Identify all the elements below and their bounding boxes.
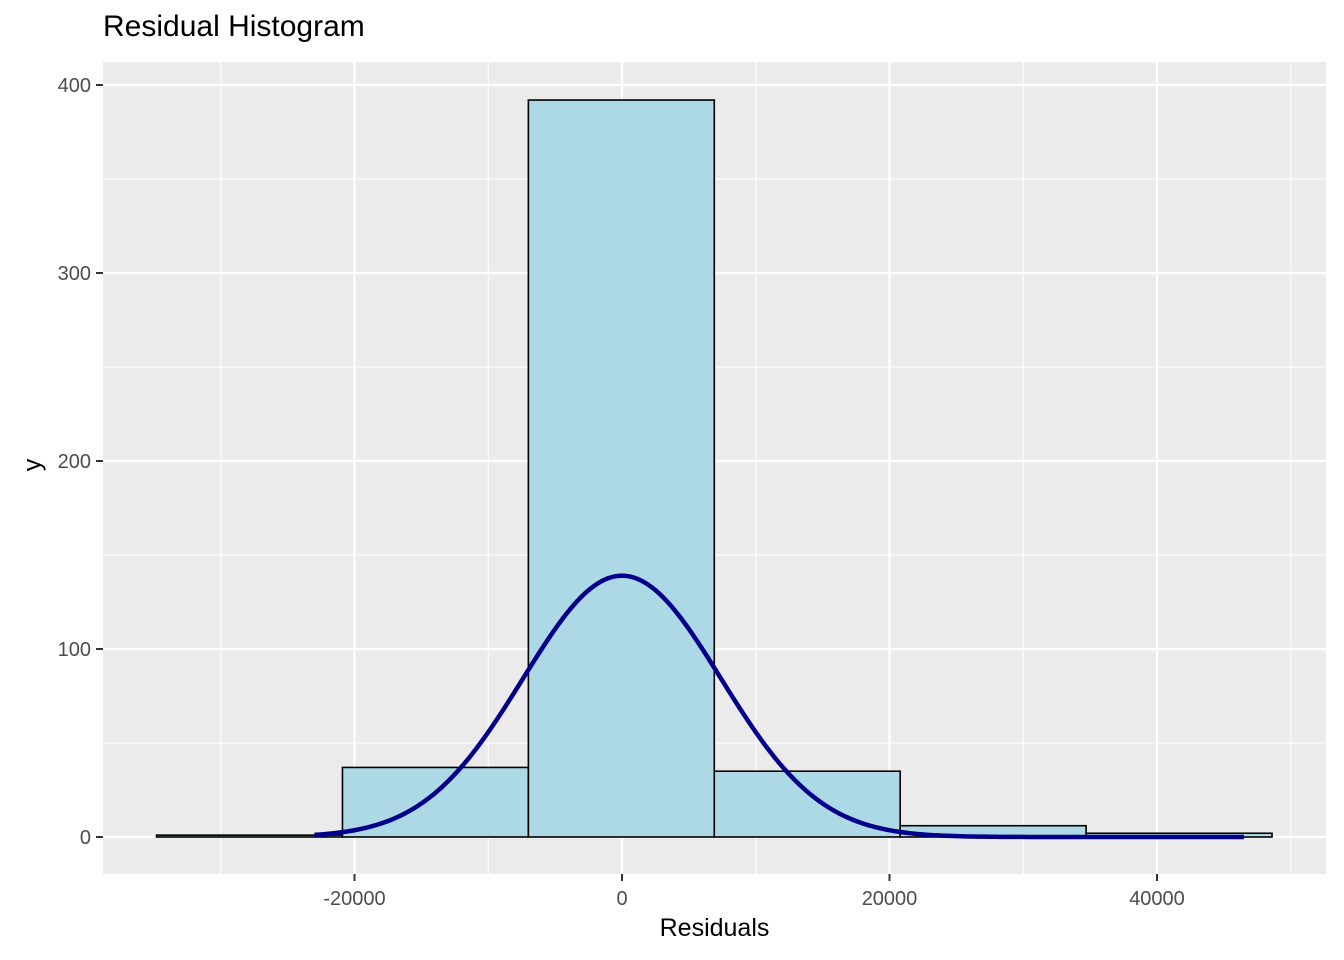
- x-axis-ticks: -20000 0 20000 40000: [323, 874, 1185, 910]
- chart-title: Residual Histogram: [103, 10, 365, 43]
- histogram-bar: [527, 99, 716, 838]
- y-axis-ticks: 0 100 200 300 400: [58, 75, 103, 849]
- x-tick-label: 0: [616, 888, 627, 910]
- x-tick-label: 40000: [1129, 888, 1185, 910]
- y-tick-label: 200: [58, 451, 91, 473]
- y-tick-label: 100: [58, 639, 91, 661]
- y-axis-label: y: [18, 458, 47, 472]
- density-curve: [314, 573, 1244, 840]
- histogram-bars: [155, 99, 1273, 838]
- y-tick-label: 0: [80, 827, 91, 849]
- x-axis-label: Residuals: [659, 914, 770, 942]
- x-tick-label: -20000: [323, 888, 385, 910]
- y-tick-label: 300: [58, 263, 91, 285]
- x-tick-label: 20000: [862, 888, 918, 910]
- y-tick-label: 400: [58, 75, 91, 97]
